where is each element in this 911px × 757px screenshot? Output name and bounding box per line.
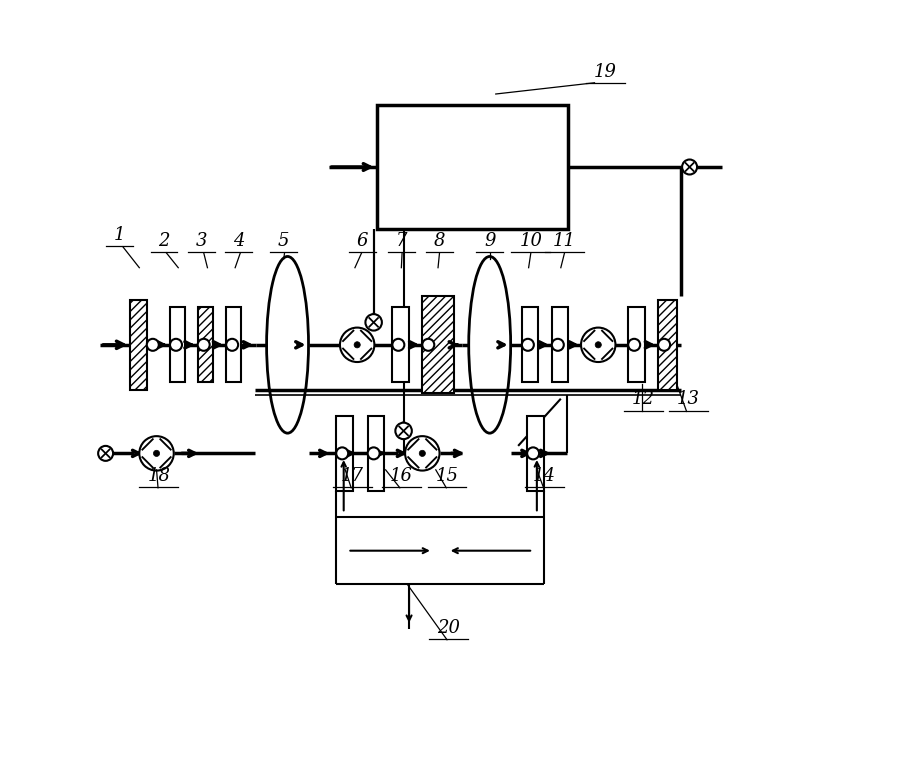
Bar — [377, 105, 568, 229]
Circle shape — [395, 422, 412, 439]
Circle shape — [98, 446, 113, 461]
Text: 4: 4 — [233, 232, 244, 250]
Circle shape — [628, 339, 640, 350]
Circle shape — [367, 447, 379, 459]
Bar — [521, 307, 537, 382]
Bar — [130, 300, 147, 390]
Circle shape — [404, 436, 439, 471]
Text: 2: 2 — [159, 232, 169, 250]
Text: 6: 6 — [356, 232, 368, 250]
Text: 15: 15 — [435, 467, 458, 484]
Bar — [527, 416, 543, 491]
Bar — [169, 307, 185, 382]
Circle shape — [153, 450, 159, 456]
Text: 3: 3 — [196, 232, 207, 250]
Circle shape — [139, 436, 174, 471]
Bar — [658, 300, 676, 390]
Text: 18: 18 — [147, 467, 170, 484]
Text: 17: 17 — [341, 467, 363, 484]
Circle shape — [595, 341, 600, 348]
Circle shape — [336, 447, 348, 459]
Bar — [422, 296, 454, 394]
Text: 16: 16 — [389, 467, 413, 484]
Text: 11: 11 — [552, 232, 576, 250]
Text: 20: 20 — [436, 618, 459, 637]
Text: 10: 10 — [518, 232, 542, 250]
Circle shape — [681, 160, 696, 174]
Circle shape — [527, 447, 538, 459]
Bar — [628, 307, 644, 382]
Text: 5: 5 — [278, 232, 289, 250]
Circle shape — [353, 341, 360, 348]
Circle shape — [419, 450, 425, 456]
Text: 8: 8 — [434, 232, 445, 250]
Circle shape — [147, 339, 159, 350]
Circle shape — [658, 339, 670, 350]
Text: 13: 13 — [676, 391, 699, 409]
Bar — [226, 307, 241, 382]
Bar — [392, 307, 408, 382]
Text: 7: 7 — [395, 232, 406, 250]
Circle shape — [392, 339, 404, 350]
Text: 12: 12 — [631, 391, 654, 409]
Text: 9: 9 — [484, 232, 495, 250]
Bar — [336, 416, 353, 491]
Circle shape — [521, 339, 533, 350]
Circle shape — [226, 339, 238, 350]
Circle shape — [169, 339, 182, 350]
Circle shape — [580, 328, 615, 362]
Text: 1: 1 — [113, 226, 125, 244]
Bar — [198, 307, 212, 382]
Circle shape — [340, 328, 374, 362]
Bar — [551, 307, 568, 382]
Circle shape — [198, 339, 210, 350]
Circle shape — [365, 314, 382, 331]
Text: 19: 19 — [594, 63, 617, 80]
Bar — [367, 416, 384, 491]
Circle shape — [551, 339, 563, 350]
Text: 14: 14 — [532, 467, 555, 484]
Circle shape — [422, 339, 434, 350]
